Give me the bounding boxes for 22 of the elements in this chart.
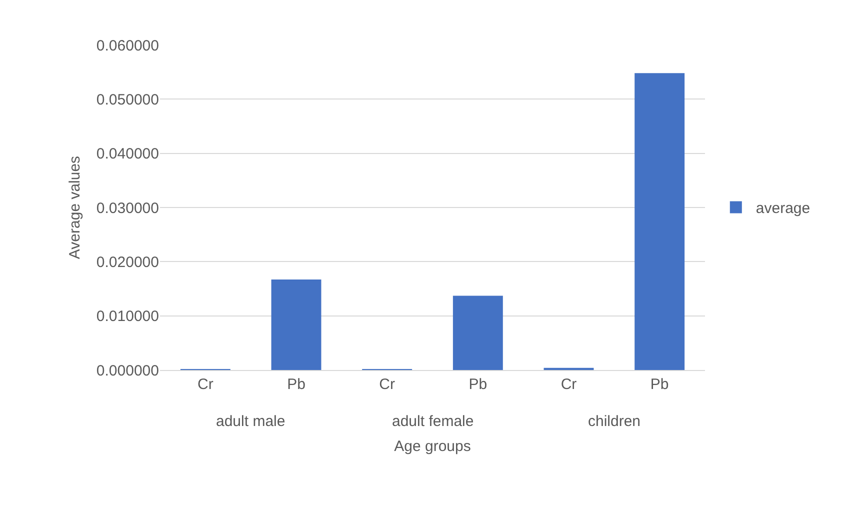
y-tick-label: 0.010000: [96, 308, 159, 326]
bar: [452, 296, 503, 370]
x-axis-title: Age groups: [394, 438, 471, 455]
x-tick-label: Cr: [379, 376, 395, 393]
y-tick-label: 0.030000: [96, 200, 159, 217]
text: children: [588, 413, 641, 430]
y-tick-label: 0.050000: [96, 91, 159, 108]
y-tick-label: 0.040000: [96, 146, 159, 163]
bar: [634, 73, 685, 370]
bar: [271, 280, 322, 370]
x-tick-label: Pb: [650, 376, 669, 393]
legend-label: average: [756, 200, 810, 218]
y-tick-label: 0.000000: [96, 362, 159, 380]
text: adult female: [392, 413, 474, 430]
x-tick-label: Pb: [287, 376, 306, 393]
x-tick-label: Cr: [560, 376, 577, 393]
x-tick-label: Cr: [198, 376, 214, 393]
x-tick-label: Pb: [468, 376, 488, 393]
y-tick-label: 0.060000: [96, 37, 159, 54]
text: adult male: [216, 413, 286, 430]
y-axis-title: Average values: [66, 156, 84, 260]
y-tick-label: 0.020000: [96, 254, 159, 271]
